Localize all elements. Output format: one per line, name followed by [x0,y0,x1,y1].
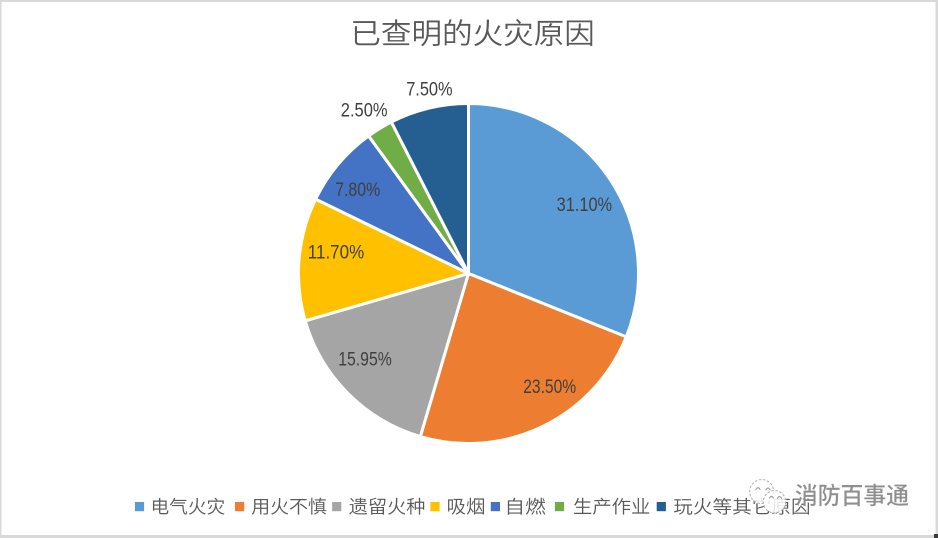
svg-text:7.50%: 7.50% [406,78,452,100]
svg-text:23.50%: 23.50% [523,376,576,398]
svg-text:2.50%: 2.50% [341,99,388,121]
svg-text:31.10%: 31.10% [557,194,613,216]
svg-text:11.70%: 11.70% [308,241,364,263]
svg-text:15.95%: 15.95% [338,349,392,371]
svg-text:7.80%: 7.80% [335,179,380,201]
